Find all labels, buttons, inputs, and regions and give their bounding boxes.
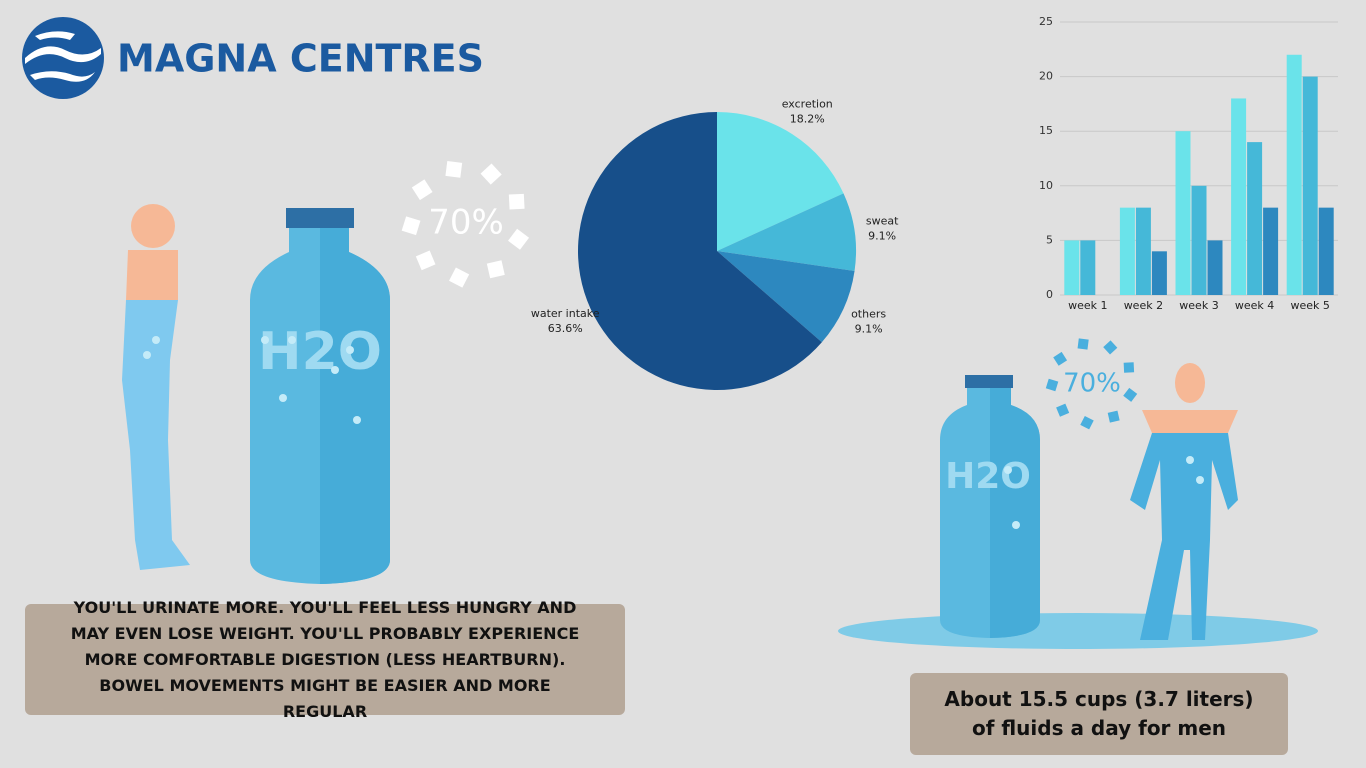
bar bbox=[1151, 251, 1167, 295]
bottle-shade bbox=[320, 228, 390, 584]
badge-square bbox=[486, 260, 505, 279]
x-tick-label: week 4 bbox=[1235, 299, 1274, 312]
bottle-shade bbox=[990, 388, 1040, 638]
info-box: YOU'LL URINATE MORE. YOU'LL FEEL LESS HU… bbox=[25, 598, 625, 721]
badge-square bbox=[1053, 351, 1068, 366]
shoulders bbox=[126, 250, 178, 300]
bar bbox=[1318, 207, 1334, 295]
bubble bbox=[288, 336, 296, 344]
bubble bbox=[353, 416, 361, 424]
slice-label: sweat bbox=[866, 214, 899, 227]
slice-label: excretion bbox=[782, 98, 833, 111]
bar bbox=[1175, 131, 1191, 295]
bubble bbox=[152, 336, 160, 344]
bubble bbox=[1196, 476, 1204, 484]
bubble bbox=[1004, 466, 1012, 474]
bar bbox=[1207, 240, 1223, 295]
bar bbox=[1286, 54, 1302, 296]
badge-square bbox=[1123, 387, 1138, 402]
body bbox=[122, 300, 190, 570]
badge-square bbox=[508, 193, 525, 210]
slice-value: 63.6% bbox=[548, 322, 583, 335]
badge-square bbox=[415, 250, 436, 271]
y-tick-label: 25 bbox=[1039, 15, 1053, 28]
slice-value: 9.1% bbox=[855, 323, 883, 336]
pie-slice bbox=[717, 112, 844, 251]
bottle-label: H2O bbox=[258, 322, 382, 382]
badge-square bbox=[1080, 415, 1094, 430]
pie-slice bbox=[717, 251, 855, 343]
badge-square bbox=[1045, 378, 1059, 392]
bar bbox=[1247, 142, 1263, 295]
x-tick-label: week 1 bbox=[1068, 299, 1107, 312]
bar bbox=[1119, 207, 1135, 295]
head bbox=[131, 204, 175, 248]
bubble bbox=[1012, 521, 1020, 529]
pie-slice bbox=[578, 112, 822, 390]
floor-pool bbox=[838, 613, 1318, 649]
bubble bbox=[261, 336, 269, 344]
y-tick-label: 0 bbox=[1046, 288, 1053, 301]
slice-value: 9.1% bbox=[868, 229, 896, 242]
bubble bbox=[1186, 456, 1194, 464]
bottle-cap bbox=[965, 375, 1013, 388]
slice-label: others bbox=[851, 308, 886, 321]
bar bbox=[1191, 185, 1207, 295]
bar bbox=[1135, 207, 1151, 295]
badge-square bbox=[411, 179, 433, 201]
badge-square bbox=[1123, 362, 1135, 373]
bubble bbox=[279, 394, 287, 402]
badge-square bbox=[508, 228, 530, 250]
bubble bbox=[331, 366, 339, 374]
badge-square bbox=[445, 160, 463, 178]
body bbox=[1130, 433, 1238, 640]
y-tick-label: 15 bbox=[1039, 124, 1053, 137]
info-text: YOU'LL URINATE MORE. YOU'LL FEEL LESS HU… bbox=[70, 597, 580, 721]
y-tick-label: 5 bbox=[1046, 233, 1053, 246]
logo-text: MAGNA CENTRES bbox=[117, 37, 484, 81]
bubble bbox=[346, 346, 354, 354]
logo-wave bbox=[25, 46, 101, 64]
x-tick-label: week 3 bbox=[1179, 299, 1218, 312]
y-tick-label: 10 bbox=[1039, 179, 1053, 192]
bar bbox=[1080, 240, 1096, 295]
bar bbox=[1064, 240, 1080, 295]
x-tick-label: week 2 bbox=[1124, 299, 1163, 312]
head bbox=[1175, 363, 1205, 403]
bar bbox=[1263, 207, 1279, 295]
bottle-cap bbox=[286, 208, 354, 228]
y-tick-label: 20 bbox=[1039, 70, 1053, 83]
badge-square bbox=[449, 267, 470, 288]
info-box: About 15.5 cups (3.7 liters) of fluids a… bbox=[910, 673, 1288, 755]
shoulders bbox=[1142, 410, 1238, 433]
bar bbox=[1231, 98, 1247, 295]
percent-badge: 70% bbox=[428, 203, 504, 243]
bar bbox=[1302, 76, 1318, 295]
badge-square bbox=[1103, 340, 1118, 355]
badge-square bbox=[1107, 410, 1120, 423]
badge-square bbox=[1056, 403, 1070, 417]
slice-value: 18.2% bbox=[790, 113, 825, 126]
pie-slice bbox=[717, 193, 856, 272]
bubble bbox=[143, 351, 151, 359]
logo-wave bbox=[30, 71, 95, 82]
bottle-label: H2O bbox=[945, 456, 1031, 497]
info-text: About 15.5 cups (3.7 liters) of fluids a… bbox=[944, 687, 1254, 740]
percent-badge: 70% bbox=[1063, 369, 1121, 399]
logo-wave bbox=[35, 31, 75, 40]
badge-square bbox=[480, 163, 502, 185]
slice-label: water intake bbox=[531, 307, 600, 320]
x-tick-label: week 5 bbox=[1290, 299, 1329, 312]
badge-square bbox=[401, 216, 421, 236]
badge-square bbox=[1077, 338, 1089, 350]
